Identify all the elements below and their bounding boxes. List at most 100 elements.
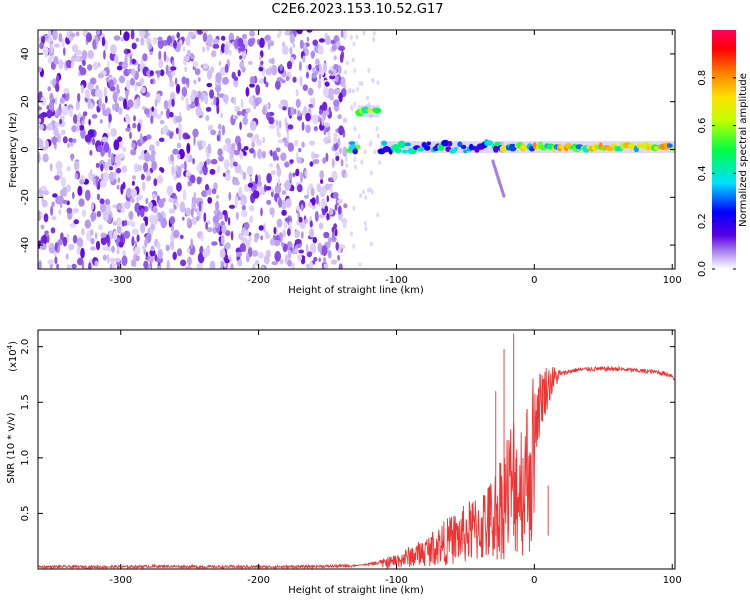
noise-blob (125, 127, 131, 132)
noise-blob (169, 216, 176, 225)
noise-blob (123, 31, 130, 41)
noise-blob (116, 217, 122, 227)
noise-blob (279, 64, 284, 71)
x-tick-label: 100 (663, 275, 682, 286)
noise-blob (215, 96, 220, 108)
noise-blob (277, 177, 281, 186)
noise-blob (105, 198, 110, 206)
noise-blob (136, 96, 140, 107)
noise-blob (89, 149, 93, 156)
noise-blob (265, 230, 269, 239)
feature-blob (463, 149, 468, 154)
noise-blob (321, 68, 325, 76)
noise-blob (65, 59, 73, 69)
noise-blob (66, 166, 71, 172)
colorbar-tick-label: 0.2 (697, 213, 708, 229)
noise-blob (260, 60, 264, 65)
noise-blob (284, 217, 290, 222)
noise-blob (63, 47, 66, 56)
noise-blob (215, 194, 220, 199)
noise-blob (102, 109, 109, 117)
noise-blob (252, 190, 260, 199)
feature-blob (493, 145, 499, 153)
noise-blob (127, 220, 130, 226)
noise-blob (207, 187, 212, 196)
noise-blob (292, 172, 296, 177)
noise-blob (135, 37, 140, 42)
noise-blob (342, 220, 347, 229)
noise-blob (210, 158, 218, 165)
noise-blob (324, 205, 329, 213)
noise-blob (111, 262, 117, 269)
noise-blob (103, 171, 110, 182)
noise-blob (308, 63, 312, 71)
noise-blob (90, 246, 96, 251)
noise-blob (282, 106, 287, 111)
noise-blob (172, 148, 179, 155)
noise-blob (90, 102, 94, 110)
noise-blob (156, 241, 161, 250)
noise-blob (168, 208, 173, 214)
noise-blob (116, 249, 120, 255)
spectrogram-y-ticks: -40 -20 0 20 40 (20, 48, 675, 253)
noise-blob (154, 98, 158, 107)
noise-blob (327, 130, 331, 140)
noise-blob (100, 202, 106, 213)
noise-blob (201, 140, 207, 148)
noise-blob (309, 228, 314, 238)
noise-blob (88, 119, 91, 126)
noise-blob (301, 141, 305, 148)
noise-blob (44, 230, 49, 235)
noise-blob (262, 105, 266, 116)
noise-blob (206, 44, 210, 52)
noise-blob (107, 158, 112, 167)
noise-blob (308, 201, 313, 208)
feature-blob (605, 146, 615, 152)
noise-blob (363, 149, 367, 155)
noise-blob (123, 230, 131, 239)
snr-x-label: Height of straight line (km) (288, 585, 424, 596)
noise-blob (118, 107, 123, 115)
noise-blob (257, 174, 261, 184)
noise-blob (38, 152, 41, 163)
noise-blob (140, 57, 143, 67)
noise-blob (275, 80, 281, 90)
noise-blob (294, 108, 297, 115)
noise-blob (234, 197, 238, 209)
noise-blob (372, 37, 376, 43)
feature-blob (397, 140, 406, 149)
feature-blob (636, 143, 643, 149)
noise-blob (340, 78, 345, 86)
feature-blob (453, 146, 458, 152)
noise-blob (275, 147, 281, 153)
noise-blob (74, 173, 78, 180)
noise-blob (56, 133, 62, 143)
noise-blob (321, 115, 325, 126)
colorbar-gradient (712, 30, 736, 269)
noise-blob (101, 136, 109, 143)
noise-blob (344, 156, 348, 162)
noise-blob (152, 37, 158, 45)
noise-blob (131, 42, 137, 50)
noise-blob (96, 145, 103, 152)
noise-blob (258, 67, 264, 72)
noise-blob (280, 79, 286, 84)
noise-blob (182, 46, 186, 52)
noise-blob (111, 245, 115, 253)
noise-blob (303, 106, 308, 116)
noise-blob (90, 229, 94, 236)
noise-blob (66, 207, 73, 214)
noise-blob (298, 61, 302, 72)
noise-blob (91, 114, 98, 119)
noise-blob (150, 115, 154, 124)
noise-blob (262, 136, 266, 144)
noise-blob (68, 137, 73, 143)
noise-blob (47, 56, 53, 64)
noise-blob (87, 64, 93, 71)
noise-blob (282, 45, 289, 56)
noise-blob (352, 243, 356, 249)
noise-blob (207, 197, 213, 204)
spectrogram-x-ticks: -300 -200 -100 0 100 (109, 30, 682, 286)
noise-blob (79, 179, 85, 185)
noise-blob (246, 165, 253, 176)
